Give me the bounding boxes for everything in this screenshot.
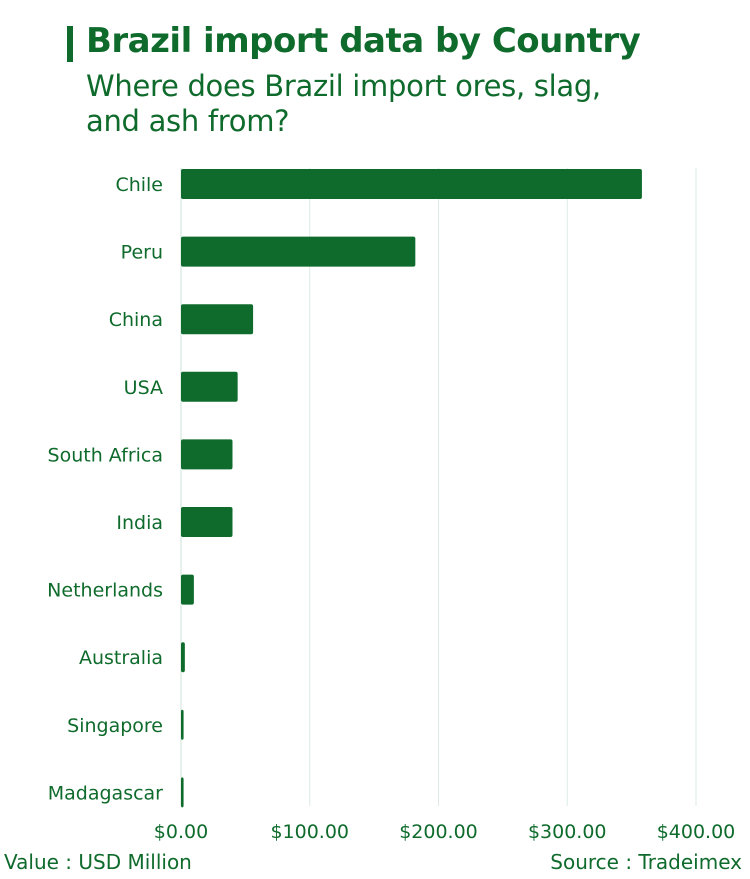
bar-peru <box>181 236 416 267</box>
category-label: Peru <box>121 242 163 264</box>
category-label: Netherlands <box>47 580 163 602</box>
category-label: Singapore <box>67 715 163 737</box>
x-tick-label: $200.00 <box>399 821 478 843</box>
title-accent-bar <box>67 26 73 62</box>
x-tick-label: $100.00 <box>270 821 349 843</box>
category-label: South Africa <box>48 444 163 466</box>
category-label: India <box>116 512 163 534</box>
category-label: Australia <box>79 647 163 669</box>
category-label: China <box>109 309 163 331</box>
category-label: Chile <box>115 174 163 196</box>
bar-india <box>181 507 233 537</box>
x-tick-label: $400.00 <box>657 821 736 843</box>
chart-title: Brazil import data by Country <box>86 21 641 61</box>
category-label: USA <box>124 377 163 399</box>
category-label: Madagascar <box>48 782 163 804</box>
grid-lines <box>180 168 697 806</box>
value-unit-note: Value : USD Million <box>4 850 192 874</box>
bar-usa <box>181 371 238 402</box>
bar-south-africa <box>181 439 233 470</box>
x-tick-label: $300.00 <box>528 821 607 843</box>
x-tick-labels: $0.00 $100.00 $200.00 $300.00 $400.00 <box>154 821 735 843</box>
source-note: Source : Tradeimex <box>550 850 742 874</box>
bar-netherlands <box>181 574 194 605</box>
chart-subtitle: Where does Brazil import ores, slag, and… <box>86 69 601 138</box>
bar-australia <box>181 642 185 673</box>
x-tick-label: $0.00 <box>154 821 208 843</box>
bar-singapore <box>181 709 184 740</box>
category-labels: Chile Peru China USA South Africa India Nether… <box>47 174 163 804</box>
bars <box>181 169 642 808</box>
bar-china <box>181 304 254 335</box>
bar-madagascar <box>181 777 184 808</box>
bar-chile <box>181 169 642 199</box>
